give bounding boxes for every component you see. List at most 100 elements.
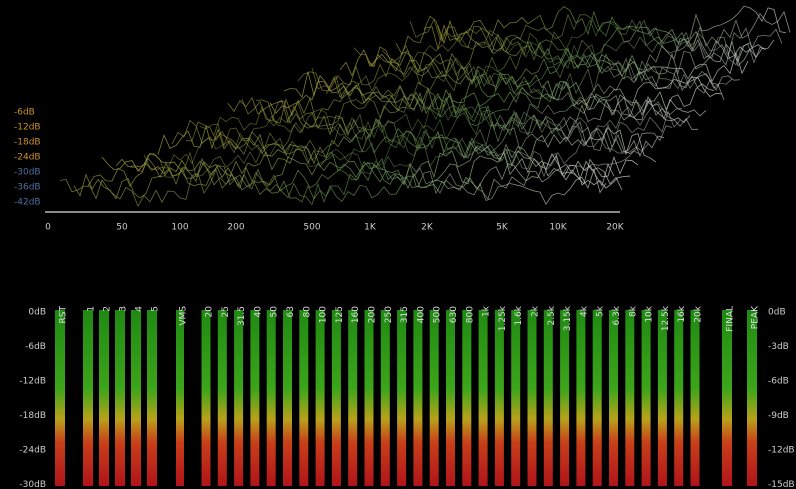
meter-bar [147,310,157,486]
meter-bar [478,310,488,486]
freq-label: 50 [116,223,128,233]
meter-bar [250,310,260,486]
meter-bar [560,310,570,486]
left-scale-label: -30dB [19,480,46,489]
meter-bar [576,310,586,486]
waterfall-line [395,24,775,63]
spectrum-panel: -6dB -12dB -18dB -24dB -30dB -36dB -42dB 0 50 100… [14,5,791,233]
meter-label: 3.15k [563,305,573,331]
meter-bar [397,310,407,486]
level-label: -24dB [14,153,41,163]
meter-bar [674,310,684,486]
meter-label: 1k [482,305,492,317]
meter-bar [641,310,651,486]
meter-bar [176,310,184,486]
meter-label: 8k [628,305,638,317]
meter-bar [201,310,211,486]
waterfall-line [59,167,607,207]
meter-label: 2k [531,305,541,317]
meter-bar [99,310,109,486]
freq-label: 2K [421,223,434,233]
freq-label: 500 [303,223,320,233]
freq-label: 0 [45,223,51,233]
meter-bar [690,310,700,486]
meter-label: 16k [677,305,687,322]
meter-label: PEAK [751,305,761,329]
waterfall-line [143,132,649,172]
meter-label: 5k [596,305,606,317]
meter-label: 4k [579,305,589,317]
waterfall-line [73,160,615,203]
meter-label: 100 [319,306,329,323]
meter-label: FINAL [726,306,736,332]
meter-bar [315,310,325,486]
left-scale-label: -18dB [19,411,46,421]
meter-label: 80 [302,306,312,318]
meter-bar [413,310,423,486]
meter-label: 3 [119,306,129,312]
level-label: -6dB [14,108,35,118]
meter-bar [234,310,244,486]
waterfall-line [241,90,699,131]
meter-label: 125 [335,306,345,323]
meter-bar [511,310,521,486]
waterfall-line [199,109,681,149]
waterfall-line [339,47,749,88]
meter-label: 10k [645,305,655,322]
right-scale-label: -6dB [768,377,789,387]
waterfall-line [423,10,791,49]
meter-label: 20k [694,305,704,322]
right-scale-label: 0dB [768,308,786,318]
freq-label: 200 [227,223,244,233]
meter-label: 500 [433,306,443,323]
meter-label: 40 [253,306,263,318]
meter-bar [592,310,602,486]
waterfall-line [409,18,783,57]
waterfall-line [129,137,641,178]
meter-label: 12.5k [661,305,671,331]
level-label: -18dB [14,138,41,148]
right-scale-label: -3dB [768,342,789,352]
meter-bar [446,310,455,486]
waterfall-line [213,101,683,141]
meter-label: 315 [400,306,410,323]
waterfall-line [101,151,631,190]
meter-bar [462,310,472,486]
freq-label: 100 [171,223,188,233]
meter-label: 800 [465,306,475,323]
waterfall-line [353,41,757,83]
right-scale-label: -12dB [768,446,795,456]
meter-bar [429,310,439,486]
meter-bar [657,310,667,486]
waterfall-line [185,113,673,154]
waterfall-line [311,60,733,100]
meter-label: RST [59,306,69,324]
left-scale-label: -6dB [25,342,46,352]
meter-bar [527,310,537,486]
meter-bar [299,310,309,486]
level-label: -12dB [14,123,41,133]
meter-bar [348,310,358,486]
meter-bar [380,310,390,486]
meter-label: 400 [416,306,426,323]
freq-label: 10K [549,223,567,233]
meter-bar [543,310,553,486]
level-label: -30dB [14,168,41,178]
waterfall-line [171,118,665,159]
waterfall-line [297,66,725,107]
meter-bar [83,310,93,486]
meter-label: 200 [368,306,378,323]
waterfall-line [115,145,639,185]
meter-label: 31.5 [237,306,247,326]
meter-bar [115,310,125,486]
waterfall-line [381,29,767,70]
left-scale-label: 0dB [28,308,46,318]
freq-label: 1K [364,223,377,233]
waterfall-line [269,80,715,118]
meter-bar [364,310,374,486]
freq-label: 20K [606,223,624,233]
meter-bar [331,310,341,486]
waterfall-line [255,84,707,124]
freq-label: 5K [496,223,509,233]
